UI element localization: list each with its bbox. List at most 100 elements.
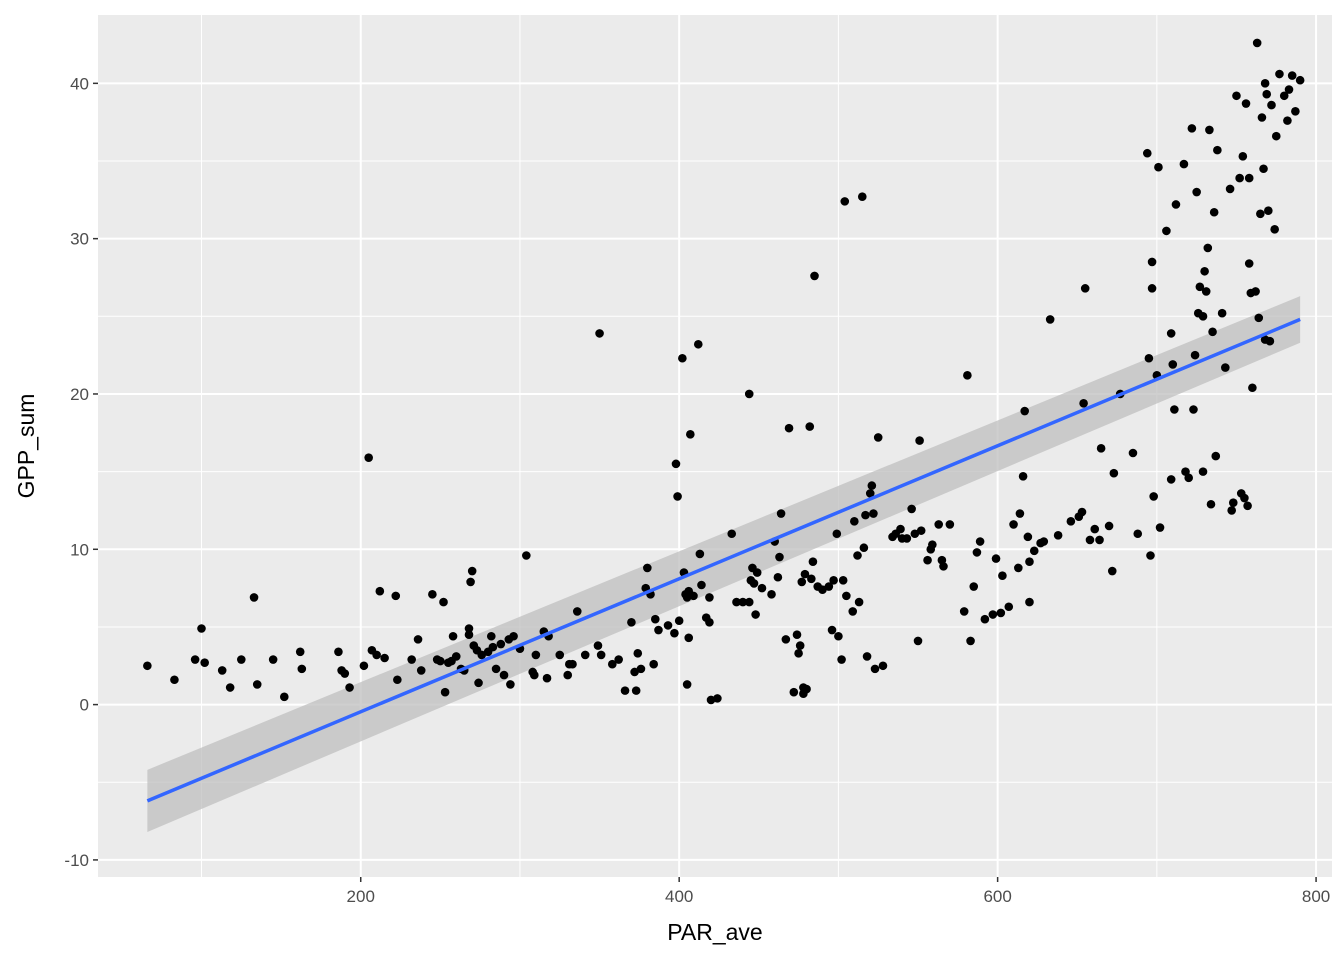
data-point [795,641,805,650]
data-point [784,423,794,433]
data-point [413,635,423,644]
data-point [636,664,646,674]
data-point [252,680,262,689]
data-point [1066,517,1076,526]
data-point [794,649,803,658]
data-point [837,655,846,664]
data-point [1166,475,1176,484]
data-point [896,524,905,534]
data-point [1279,91,1289,101]
data-point [1256,209,1265,219]
x-tick-label: 800 [1302,887,1330,906]
data-point [915,436,924,445]
data-point [1198,467,1208,476]
data-point [372,650,381,660]
data-point [1080,284,1090,293]
data-point [649,659,658,669]
data-point [1190,350,1200,360]
data-point [752,568,762,577]
data-point [1211,451,1221,461]
data-point [1133,529,1143,539]
data-point [506,680,515,689]
data-point [1198,312,1208,321]
data-point [391,591,401,601]
data-point [1213,145,1222,155]
data-point [1284,85,1294,94]
data-point [1291,106,1300,116]
data-point [663,621,673,630]
data-point [686,430,695,439]
data-point [980,614,990,624]
data-point [705,617,714,627]
data-point [1168,360,1178,369]
data-point [674,616,684,626]
data-point [744,597,754,607]
data-point [375,586,385,596]
data-point [1248,383,1257,393]
data-point [340,669,350,678]
data-point [1251,287,1260,296]
data-point [767,590,776,599]
data-point [1039,537,1049,546]
data-point [448,631,458,641]
data-point [1225,184,1235,194]
data-point [542,673,552,683]
data-point [451,652,461,661]
data-point [1275,69,1284,79]
data-point [1241,99,1251,108]
data-point [1205,125,1214,135]
data-point [916,526,926,535]
data-point [486,631,496,641]
regression-line [146,317,1301,803]
data-point [509,631,518,641]
data-point [1020,406,1029,416]
data-point [364,453,373,462]
data-point [607,659,617,669]
data-point [1155,523,1165,532]
data-point [1079,398,1088,408]
data-point [436,656,445,666]
data-point [1166,329,1176,338]
data-point [969,582,979,591]
data-point [1252,38,1262,48]
data-point [237,655,246,664]
data-point [268,655,278,664]
data-point [1217,308,1227,318]
data-point [1283,116,1292,125]
data-point [991,554,1001,563]
data-point [744,389,754,399]
data-point [1095,535,1104,545]
data-point [738,597,748,607]
x-axis-title: PAR_ave [667,919,762,945]
data-point [428,590,437,599]
data-point [1077,507,1087,517]
data-point [1260,79,1270,88]
data-point [464,630,474,640]
data-point [865,489,875,498]
data-point [1104,521,1114,531]
data-point [474,678,483,688]
data-point [1295,75,1305,85]
data-point [1162,226,1171,236]
data-point [867,481,877,490]
data-point [913,636,923,646]
data-point [1170,405,1179,414]
data-point [834,631,843,641]
data-point [1171,200,1181,209]
data-point [643,563,652,573]
confidence-band [147,296,1301,832]
data-point [1240,493,1249,503]
data-point [1045,315,1055,324]
data-point [593,641,603,650]
data-point [807,574,816,584]
data-point [249,593,259,602]
data-point [1149,492,1158,501]
data-point [842,591,851,601]
data-point [1179,159,1189,169]
data-point [1203,243,1213,253]
data-point [1262,89,1272,99]
data-point [751,610,760,619]
data-point [477,650,487,660]
data-point [854,597,864,607]
